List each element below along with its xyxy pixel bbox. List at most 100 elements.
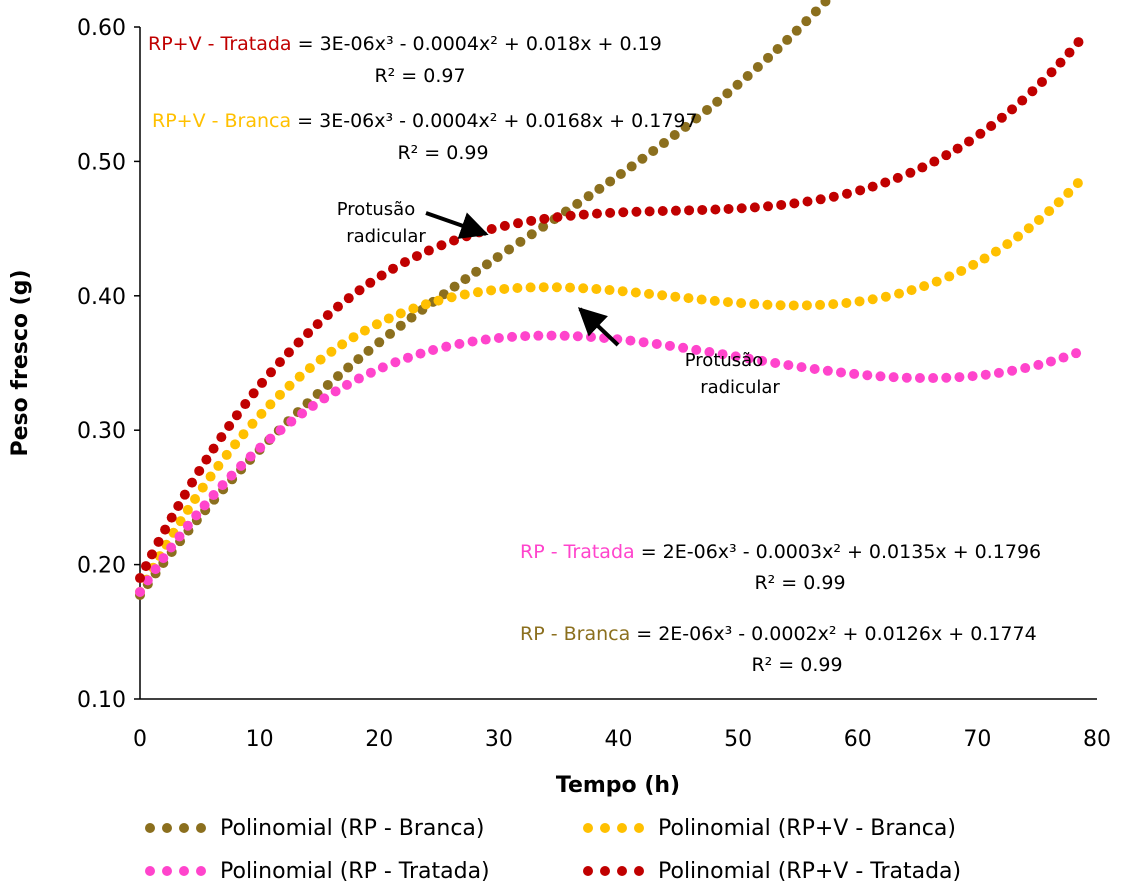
- series-point: [208, 443, 219, 454]
- series-point: [1027, 86, 1038, 97]
- series-point: [888, 372, 899, 383]
- series-point: [332, 301, 343, 312]
- series-point: [371, 319, 382, 330]
- series-point: [670, 205, 681, 216]
- series-point: [395, 320, 406, 331]
- series-point: [388, 263, 399, 274]
- series-point: [594, 183, 605, 194]
- series-point: [1013, 231, 1024, 242]
- series-point: [363, 345, 374, 356]
- series-1: [135, 0, 831, 600]
- x-tick-labels: 0 10 20 30 40 50 60 70 80: [133, 727, 1111, 752]
- series-point: [644, 206, 655, 217]
- x-tick-label: 20: [365, 727, 393, 752]
- series-point: [283, 347, 294, 358]
- series-point: [722, 88, 733, 99]
- series-point: [546, 330, 557, 341]
- annotation-line2: radicular: [700, 377, 780, 398]
- series-point: [841, 297, 852, 308]
- y-tick-label: 0.50: [77, 150, 126, 175]
- series-point: [341, 379, 352, 390]
- series-point: [914, 373, 925, 384]
- series-point: [952, 143, 963, 154]
- x-tick-label: 0: [133, 727, 147, 752]
- legend-marker-dot: [196, 866, 206, 876]
- series-point: [504, 244, 515, 255]
- series-point: [722, 297, 733, 308]
- annotation-arrow-icon: [425, 211, 489, 239]
- equation-formula: = 2E-06x³ - 0.0003x² + 0.0135x + 0.1796: [635, 541, 1041, 563]
- series-point: [617, 286, 628, 297]
- legend-marker-dot: [583, 823, 593, 833]
- annotation-arrow-icon: [577, 307, 620, 347]
- series-point: [213, 460, 224, 471]
- series-point: [284, 380, 295, 391]
- legend-label: Polinomial (RP - Tratada): [220, 859, 490, 884]
- series-point: [197, 482, 208, 493]
- equation-formula: = 3E-06x³ - 0.0004x² + 0.018x + 0.19: [292, 33, 662, 55]
- series-point: [820, 0, 831, 7]
- series-point: [828, 299, 839, 310]
- series-point: [1033, 214, 1044, 225]
- equation-series-label: RP - Tratada: [520, 541, 635, 563]
- series-point: [836, 367, 846, 378]
- series-point: [274, 389, 285, 400]
- series-point: [801, 16, 812, 27]
- legend-item: Polinomial (RP+V - Branca): [583, 816, 956, 841]
- series-point: [199, 500, 210, 511]
- legend: Polinomial (RP - Branca) Polinomial (RP+V…: [145, 816, 961, 884]
- series-point: [644, 288, 654, 299]
- series-point: [710, 204, 721, 215]
- series-point: [552, 212, 563, 223]
- series-point: [374, 337, 385, 348]
- series-point: [1020, 363, 1031, 374]
- series-point: [822, 365, 833, 376]
- series-point: [395, 308, 406, 319]
- legend-marker-dot: [600, 823, 610, 833]
- y-tick-label: 0.20: [77, 554, 126, 579]
- x-tick-label: 50: [724, 727, 752, 752]
- series-point: [420, 299, 431, 310]
- series-point: [776, 199, 787, 210]
- series-point: [433, 295, 444, 306]
- series-point: [944, 271, 955, 282]
- series-point: [841, 188, 852, 199]
- series-point: [743, 353, 754, 364]
- series-point: [353, 373, 364, 384]
- series-point: [343, 293, 354, 304]
- series-point: [651, 338, 662, 349]
- equation-rpv-branca: RP+V - Branca = 3E-06x³ - 0.0004x² + 0.0…: [152, 110, 698, 164]
- series-point: [782, 34, 793, 45]
- series-point: [265, 367, 276, 378]
- series-point: [322, 379, 333, 390]
- series-point: [436, 240, 447, 251]
- series-point: [742, 71, 753, 81]
- y-tick-label: 0.30: [77, 419, 126, 444]
- series-point: [783, 360, 794, 371]
- series-point: [941, 150, 952, 161]
- series-point: [190, 494, 201, 504]
- series-point: [1007, 104, 1018, 115]
- series-point: [591, 208, 602, 219]
- x-tick-label: 10: [246, 727, 274, 752]
- series-point: [772, 43, 783, 54]
- x-tick-label: 30: [485, 727, 513, 752]
- series-point: [954, 372, 965, 383]
- series-point: [854, 296, 865, 307]
- svg-text:RP - Branca = 2E-06x³ - 0.0002: RP - Branca = 2E-06x³ - 0.0002x² + 0.012…: [520, 623, 1037, 645]
- series-point: [880, 177, 891, 188]
- series-point: [578, 209, 589, 220]
- series-point: [166, 542, 177, 553]
- series-point: [406, 312, 417, 323]
- series-point: [1007, 365, 1018, 376]
- series-point: [319, 393, 330, 404]
- equation-r2: R² = 0.99: [397, 142, 488, 164]
- series-point: [931, 276, 942, 287]
- series-point: [680, 121, 691, 132]
- legend-marker-dot: [634, 866, 644, 876]
- series-point: [691, 113, 702, 124]
- series-point: [146, 549, 157, 560]
- series-point: [245, 451, 256, 462]
- series-point: [763, 201, 774, 212]
